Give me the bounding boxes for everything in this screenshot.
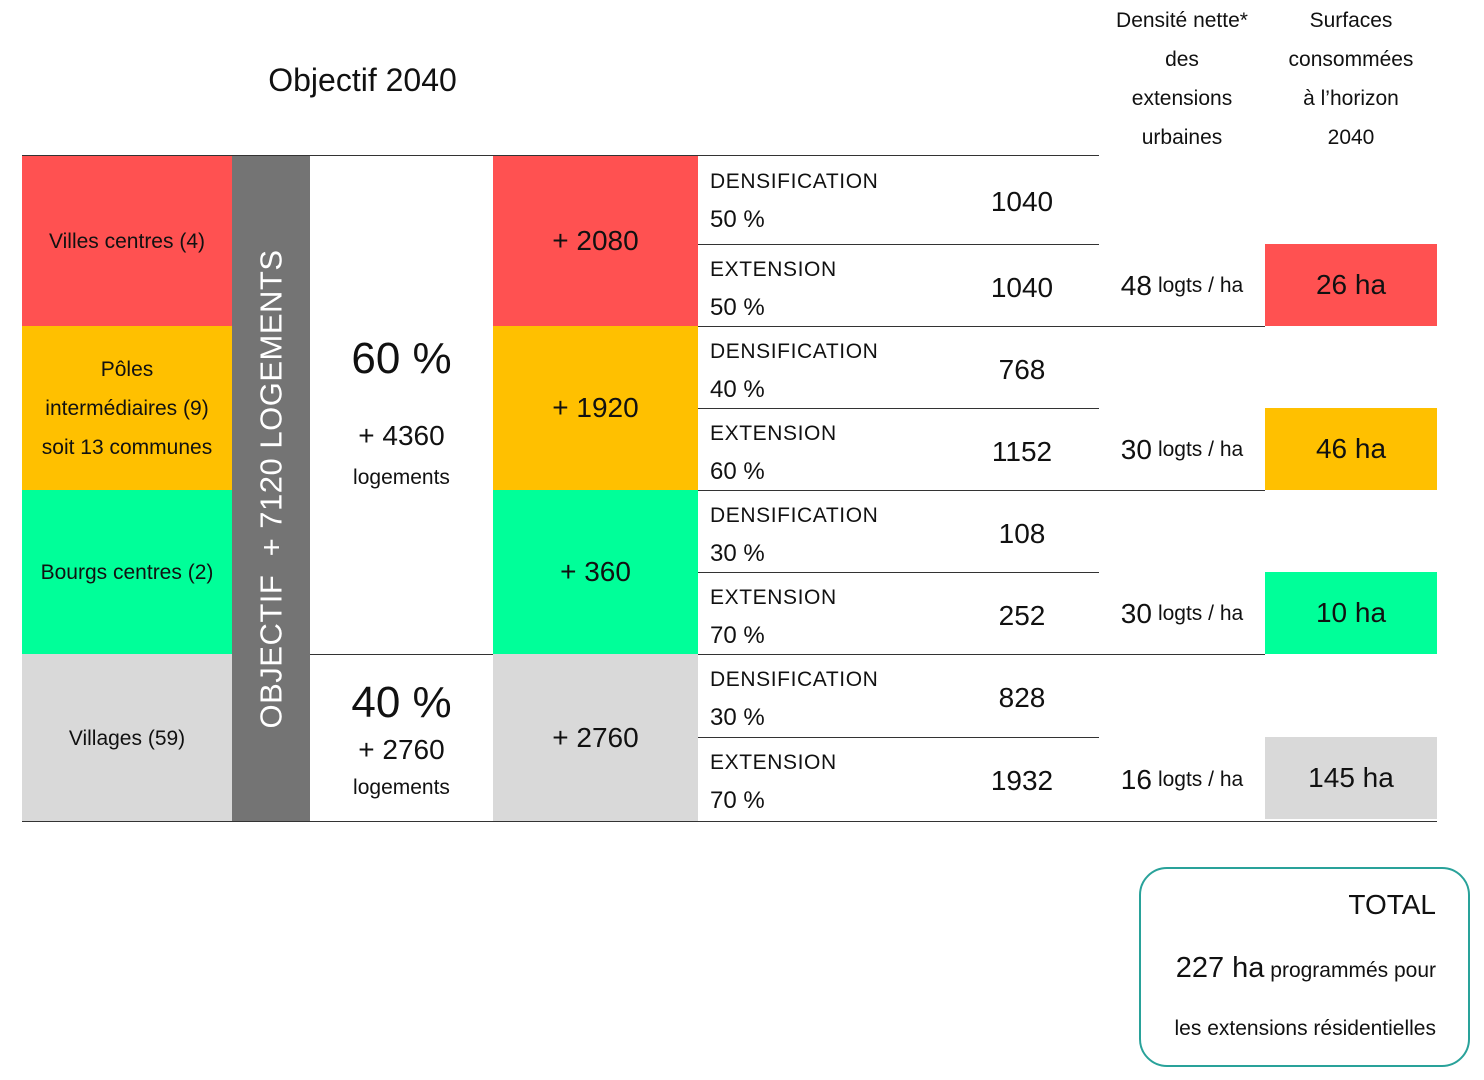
row-divider bbox=[698, 244, 1099, 245]
density-header: Densité nette* des extensions urbaines bbox=[1116, 9, 1248, 149]
total-title: TOTAL bbox=[1348, 889, 1436, 920]
row-divider bbox=[698, 326, 1265, 327]
total-value: 227 ha bbox=[1175, 952, 1265, 984]
density-villes-centres: 48 logts / ha bbox=[1120, 270, 1244, 301]
row-villages-extension: EXTENSION 70 % 1932 bbox=[710, 751, 1054, 814]
surface-bourgs-centres: 10 ha bbox=[1265, 572, 1437, 654]
density-villages: 16 logts / ha bbox=[1120, 764, 1244, 795]
category-poles-intermediaires: Pôles intermédiaires (9) soit 13 commune… bbox=[22, 326, 232, 490]
category-bourgs-centres: Bourgs centres (2) bbox=[22, 490, 232, 654]
row-divider bbox=[698, 737, 1099, 738]
row-poles-densification: DENSIFICATION 40 % 768 bbox=[710, 340, 1046, 403]
total-villes-centres: + 2080 bbox=[493, 156, 698, 326]
total-value-line: 227 ha programmés pour bbox=[1175, 952, 1436, 984]
row-bourgs-extension: EXTENSION 70 % 252 bbox=[710, 586, 1046, 649]
surface-poles-intermediaires: 46 ha bbox=[1265, 408, 1437, 490]
table-top-border bbox=[22, 155, 1099, 156]
objective-label: OBJECTIF + 7120 LOGEMENTS bbox=[253, 249, 288, 729]
total-bourgs-centres: + 360 bbox=[493, 490, 698, 654]
surface-villes-centres: 26 ha bbox=[1265, 244, 1437, 326]
density-poles-intermediaires: 30 logts / ha bbox=[1120, 434, 1244, 465]
surface-villages: 145 ha bbox=[1265, 737, 1437, 819]
row-divider bbox=[698, 572, 1099, 573]
row-divider bbox=[698, 654, 1265, 655]
category-villages: Villages (59) bbox=[22, 654, 232, 822]
row-divider bbox=[698, 408, 1099, 409]
page-title: Objectif 2040 bbox=[268, 61, 457, 98]
objective-bar: OBJECTIF + 7120 LOGEMENTS bbox=[232, 156, 310, 822]
table-bottom-border bbox=[22, 821, 1437, 822]
row-villes-extension: EXTENSION 50 % 1040 bbox=[710, 258, 1054, 321]
total-villages: + 2760 bbox=[493, 654, 698, 822]
row-villages-densification: DENSIFICATION 30 % 828 bbox=[710, 668, 1046, 731]
row-villes-densification: DENSIFICATION 50 % 1040 bbox=[710, 170, 1054, 233]
total-box: TOTAL 227 ha programmés pour les extensi… bbox=[1139, 867, 1470, 1067]
category-villes-centres: Villes centres (4) bbox=[22, 156, 232, 326]
total-description: les extensions résidentielles bbox=[1174, 1017, 1436, 1040]
share-urban: 60 % + 4360 logements bbox=[351, 334, 452, 489]
share-villages: 40 % + 2760 logements bbox=[351, 677, 452, 799]
share-divider bbox=[310, 654, 493, 655]
total-poles-intermediaires: + 1920 bbox=[493, 326, 698, 490]
row-poles-extension: EXTENSION 60 % 1152 bbox=[710, 422, 1053, 485]
density-bourgs-centres: 30 logts / ha bbox=[1120, 598, 1244, 629]
row-divider bbox=[698, 490, 1265, 491]
surfaces-header: Surfaces consommées à l’horizon 2040 bbox=[1288, 9, 1414, 149]
row-bourgs-densification: DENSIFICATION 30 % 108 bbox=[710, 504, 1046, 567]
